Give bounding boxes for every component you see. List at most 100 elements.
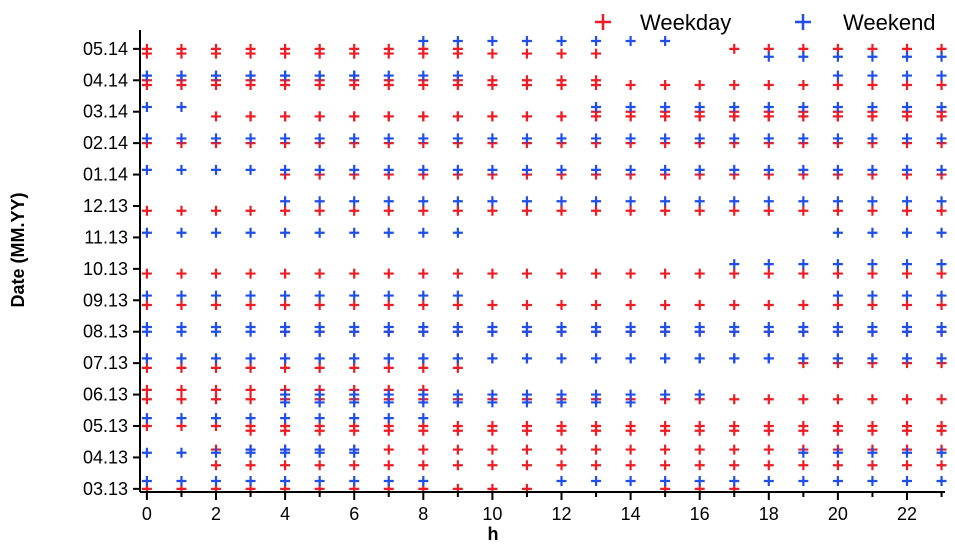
data-point xyxy=(418,413,429,424)
data-point xyxy=(452,164,463,175)
data-point xyxy=(832,394,843,405)
data-point xyxy=(729,196,740,207)
data-point xyxy=(832,102,843,112)
data-point xyxy=(487,268,498,279)
data-point xyxy=(418,205,429,216)
data-point xyxy=(314,444,325,455)
data-point xyxy=(625,460,636,471)
data-point xyxy=(452,196,463,207)
x-tick-label: 18 xyxy=(759,504,779,524)
data-point xyxy=(245,164,256,175)
data-point xyxy=(901,476,912,486)
data-point xyxy=(418,300,429,310)
data-point xyxy=(798,133,809,144)
data-point xyxy=(867,421,878,431)
data-point xyxy=(418,196,429,207)
data-point xyxy=(245,476,256,486)
data-point xyxy=(901,322,912,332)
data-point xyxy=(418,476,429,486)
data-point xyxy=(383,70,394,81)
data-point xyxy=(591,102,602,112)
data-point xyxy=(625,164,636,175)
x-tick-label: 4 xyxy=(280,504,290,524)
data-point xyxy=(383,362,394,373)
data-point xyxy=(798,476,809,486)
y-tick-label: 07.13 xyxy=(83,353,128,373)
data-point xyxy=(660,133,671,144)
data-point xyxy=(763,259,774,270)
data-point xyxy=(901,70,912,81)
data-point xyxy=(591,196,602,207)
data-point xyxy=(176,447,187,458)
data-point xyxy=(625,300,636,310)
data-point xyxy=(452,460,463,471)
data-point xyxy=(901,259,912,270)
data-point xyxy=(832,164,843,175)
data-point xyxy=(625,389,636,400)
data-point xyxy=(349,268,360,279)
data-point xyxy=(901,300,912,310)
data-point xyxy=(383,205,394,216)
x-tick-label: 12 xyxy=(551,504,571,524)
data-point xyxy=(763,322,774,332)
data-point xyxy=(660,353,671,364)
data-point xyxy=(694,476,705,486)
x-tick-label: 22 xyxy=(897,504,917,524)
data-point xyxy=(729,476,740,486)
data-point xyxy=(556,196,567,207)
data-point xyxy=(487,460,498,471)
data-point xyxy=(314,460,325,471)
data-point xyxy=(176,102,187,112)
data-point xyxy=(211,290,222,301)
data-point xyxy=(487,444,498,455)
data-point xyxy=(625,80,636,90)
legend-label-weekend: Weekend xyxy=(843,10,936,35)
data-point xyxy=(729,421,740,431)
data-point xyxy=(314,43,325,54)
data-point xyxy=(487,111,498,122)
data-point xyxy=(556,133,567,144)
data-point xyxy=(383,413,394,424)
data-point xyxy=(556,421,567,431)
y-tick-label: 08.13 xyxy=(83,322,128,342)
data-point xyxy=(660,36,671,46)
data-point xyxy=(832,268,843,279)
data-point xyxy=(901,460,912,471)
data-point xyxy=(729,394,740,405)
data-point xyxy=(867,353,878,364)
data-point xyxy=(452,300,463,310)
data-point xyxy=(452,133,463,144)
data-point xyxy=(591,164,602,175)
data-point xyxy=(832,476,843,486)
data-point xyxy=(349,353,360,364)
data-point xyxy=(176,227,187,238)
data-point xyxy=(280,164,291,175)
data-point xyxy=(625,133,636,144)
data-point xyxy=(280,444,291,455)
data-point xyxy=(556,111,567,122)
y-tick-label: 12.13 xyxy=(83,196,128,216)
data-point xyxy=(349,43,360,54)
data-point xyxy=(556,322,567,332)
data-point xyxy=(660,164,671,175)
data-point xyxy=(349,133,360,144)
data-point xyxy=(936,476,947,486)
data-point xyxy=(245,444,256,455)
data-point xyxy=(349,290,360,301)
data-point xyxy=(280,133,291,144)
data-point xyxy=(418,268,429,279)
y-tick-label: 03.13 xyxy=(83,479,128,499)
plot-marks xyxy=(141,36,947,494)
data-point xyxy=(245,268,256,279)
data-point xyxy=(763,394,774,405)
data-point xyxy=(349,111,360,122)
data-point xyxy=(521,48,532,59)
data-point xyxy=(280,300,291,310)
data-point xyxy=(591,460,602,471)
data-point xyxy=(141,43,152,54)
data-point xyxy=(211,447,222,458)
x-tick-label: 2 xyxy=(211,504,221,524)
data-point xyxy=(901,102,912,112)
data-point xyxy=(556,36,567,46)
data-point xyxy=(349,413,360,424)
